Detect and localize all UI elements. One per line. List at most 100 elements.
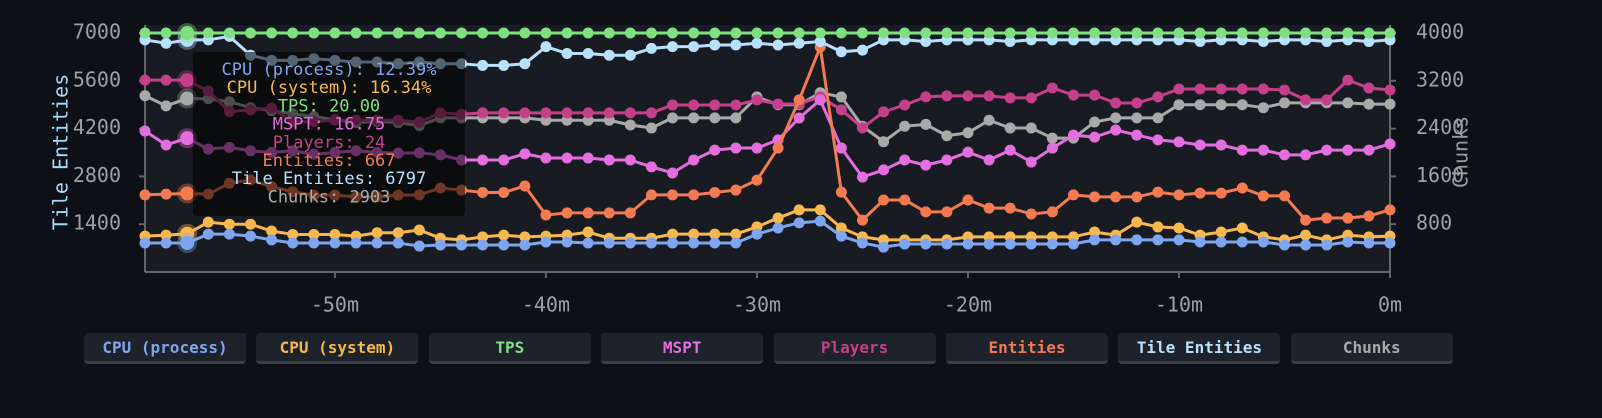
data-point [498,229,510,241]
data-point [962,127,974,139]
data-point [1089,226,1101,238]
x-tick-label: 0m [1378,293,1402,317]
legend-button[interactable]: CPU (process) [84,333,246,364]
x-tick-label: -40m [522,293,570,317]
data-point [624,237,636,249]
data-point [920,36,932,48]
legend-button[interactable]: Tile Entities [1118,333,1281,364]
data-point [202,27,214,39]
data-point [1046,206,1058,218]
data-point [667,167,679,179]
data-point [180,131,195,146]
y-tick-label: 2800 [73,163,121,187]
data-point [1131,27,1143,39]
legend-button[interactable]: MSPT [601,333,764,364]
data-point [793,37,805,49]
data-point [603,207,615,219]
data-point [413,27,425,39]
legend-button[interactable]: Entities [946,333,1108,364]
data-point [1067,189,1079,201]
data-point [772,39,784,51]
data-point [139,125,151,137]
data-point [1321,36,1333,48]
data-point [899,27,911,39]
data-point [180,73,195,88]
data-point [1236,222,1248,234]
data-point [1342,212,1354,224]
data-point [287,27,299,39]
data-point [561,27,573,39]
legend-button[interactable]: CPU (system) [256,333,419,364]
data-point [1278,149,1290,161]
data-point [519,231,531,243]
y2-tick-label: 800 [1416,211,1452,235]
data-point [920,91,932,103]
tooltip-box [193,52,465,216]
data-point [730,39,742,51]
data-point [498,59,510,71]
data-point [329,237,341,249]
data-point [1215,236,1227,248]
data-point [962,146,974,158]
data-point [751,37,763,49]
data-point [793,94,805,106]
data-point [1025,27,1037,39]
y-tick-label: 1400 [73,211,121,235]
data-point [1257,36,1269,48]
data-point [180,235,195,250]
data-point [667,189,679,201]
data-point [751,174,763,186]
data-point [519,239,531,251]
data-point [1046,238,1058,250]
data-point [730,112,742,124]
data-point [1215,139,1227,151]
data-point [308,228,320,240]
data-point [1321,27,1333,39]
data-point [793,204,805,216]
data-point [1236,83,1248,95]
data-point [899,238,911,250]
data-point [983,154,995,166]
data-point [1194,36,1206,48]
data-point [709,99,721,111]
legend-button[interactable]: TPS [428,333,591,364]
data-point [603,154,615,166]
data-point [920,27,932,39]
data-point [1089,234,1101,246]
tooltip: CPU (process): 12.39%CPU (system): 16.34… [193,52,465,216]
data-point [329,27,341,39]
data-point [1004,202,1016,214]
data-point [941,90,953,102]
y2-axis-label: Chunks [1449,116,1473,188]
data-point [1321,144,1333,156]
y-axis-label: Tile Entities [49,74,73,231]
data-point [561,152,573,164]
data-point [1342,27,1354,39]
data-point [1110,27,1122,39]
data-point [1173,189,1185,201]
data-point [160,188,172,200]
y-tick-label: 7000 [73,20,121,44]
data-point [730,99,742,111]
data-point [266,225,278,237]
data-point [899,154,911,166]
data-point [751,142,763,154]
data-point [983,238,995,250]
data-point [709,112,721,124]
legend-button[interactable]: Players [773,333,936,364]
data-point [1236,182,1248,194]
data-point [1173,99,1185,111]
data-point [645,237,657,249]
data-point [1194,27,1206,39]
data-point [371,237,383,249]
data-point [645,27,657,39]
data-point [899,99,911,111]
data-point [434,27,446,39]
data-point [1046,132,1058,144]
y2-tick-label: 4000 [1416,20,1464,44]
data-point [1278,84,1290,96]
data-point [180,26,195,40]
data-point [772,142,784,154]
legend-button[interactable]: Chunks [1290,333,1453,364]
data-point [1300,214,1312,226]
